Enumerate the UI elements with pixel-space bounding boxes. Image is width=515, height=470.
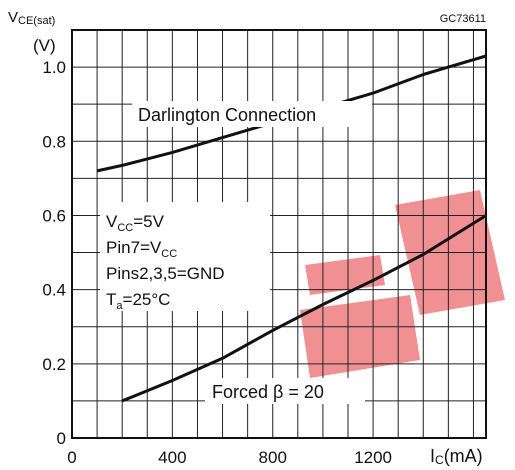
y-tick-label: 1.0 (42, 58, 66, 77)
y-tick-label: 0.8 (42, 132, 66, 151)
series-label-bg-forced (205, 378, 365, 404)
tick-labels: 0 400 800 1200 0 0.2 0.4 0.6 0.8 1.0 (42, 58, 392, 467)
series-label-forced: Forced β = 20 (212, 382, 324, 402)
x-tick-label: 1200 (354, 448, 392, 467)
x-tick-label: 800 (259, 448, 287, 467)
y-tick-label: 0.6 (42, 206, 66, 225)
x-tick-label: 0 (67, 448, 76, 467)
y-axis-unit: (V) (33, 36, 56, 55)
x-axis-label: IC(mA) (430, 446, 483, 467)
x-tick-label: 400 (158, 448, 186, 467)
cond-pins: Pins2,3,5=GND (106, 264, 225, 283)
y-tick-label: 0.4 (42, 281, 66, 300)
cond-pin7: Pin7=VCC (106, 238, 177, 260)
figure-code: GC73611 (440, 13, 486, 25)
y-tick-label: 0.2 (42, 355, 66, 374)
series-line-1 (121, 214, 487, 403)
y-tick-label: 0 (57, 429, 66, 448)
cond-ta: Ta=25°C (106, 290, 170, 312)
series-label-darlington: Darlington Connection (138, 105, 316, 125)
cond-vcc: VCC=5V (106, 212, 165, 234)
series-label-bg-darlington (132, 101, 372, 127)
conditions-box (100, 202, 270, 311)
watermark-logo (300, 190, 505, 378)
y-axis-label: VCE(sat) (8, 9, 55, 27)
plot-frame (71, 29, 487, 439)
